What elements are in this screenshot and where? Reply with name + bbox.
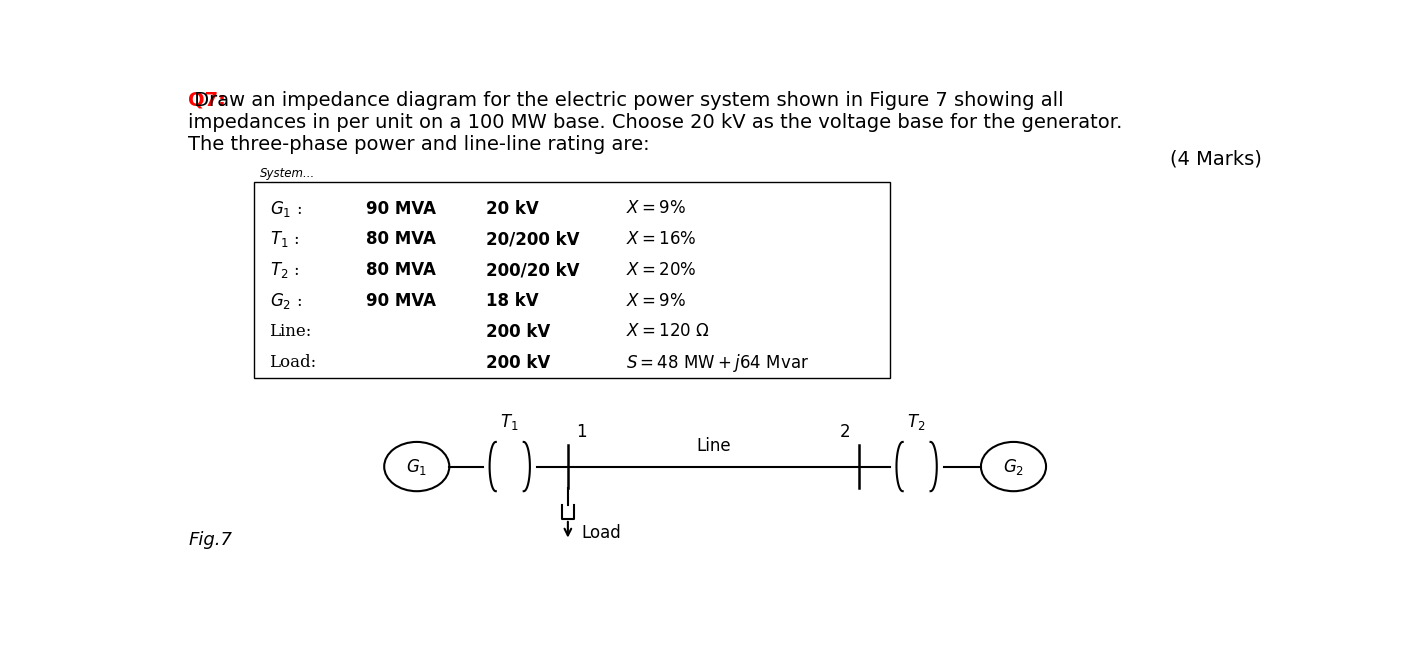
Text: 200 kV: 200 kV xyxy=(487,323,551,341)
Text: Q7:: Q7: xyxy=(188,91,226,110)
Text: $X = 20\%$: $X = 20\%$ xyxy=(626,262,696,279)
Text: 90 MVA: 90 MVA xyxy=(366,199,436,218)
Text: $T_2$: $T_2$ xyxy=(908,412,926,432)
Bar xyxy=(254,182,890,378)
Text: 20 kV: 20 kV xyxy=(487,199,539,218)
Text: $T_1$ :: $T_1$ : xyxy=(270,230,299,249)
Text: 90 MVA: 90 MVA xyxy=(366,292,436,310)
Text: 2: 2 xyxy=(840,423,851,441)
Text: $G_1$ :: $G_1$ : xyxy=(270,199,301,218)
Text: $X = 9\%$: $X = 9\%$ xyxy=(626,200,686,217)
Text: 80 MVA: 80 MVA xyxy=(366,261,436,279)
Text: $X = 16\%$: $X = 16\%$ xyxy=(626,231,696,248)
Text: 200 kV: 200 kV xyxy=(487,354,551,371)
Text: 1: 1 xyxy=(576,423,586,441)
Text: $G_2$ :: $G_2$ : xyxy=(270,291,301,311)
Text: Fig.7: Fig.7 xyxy=(188,530,232,549)
Text: Load:: Load: xyxy=(270,354,316,371)
Text: 18 kV: 18 kV xyxy=(487,292,539,310)
Text: 80 MVA: 80 MVA xyxy=(366,230,436,249)
Text: $T_1$: $T_1$ xyxy=(500,412,520,432)
Text: $X = 9\%$: $X = 9\%$ xyxy=(626,292,686,309)
Text: System...: System... xyxy=(260,167,315,180)
Text: 200/20 kV: 200/20 kV xyxy=(487,261,580,279)
Text: Line:: Line: xyxy=(270,323,312,340)
Text: $X = 120\ \Omega$: $X = 120\ \Omega$ xyxy=(626,323,710,340)
Text: Load: Load xyxy=(582,524,621,542)
Text: $S = 48\ \mathrm{MW} +j64\ \mathrm{Mvar}$: $S = 48\ \mathrm{MW} +j64\ \mathrm{Mvar}… xyxy=(626,352,809,373)
Text: $T_2$ :: $T_2$ : xyxy=(270,260,299,280)
Text: Line: Line xyxy=(696,437,730,455)
Text: $G_2$: $G_2$ xyxy=(1003,456,1024,477)
Text: Draw an impedance diagram for the electric power system shown in Figure 7 showin: Draw an impedance diagram for the electr… xyxy=(188,91,1123,154)
Text: 20/200 kV: 20/200 kV xyxy=(487,230,580,249)
Text: $G_1$: $G_1$ xyxy=(407,456,428,477)
Text: (4 Marks): (4 Marks) xyxy=(1169,149,1261,168)
